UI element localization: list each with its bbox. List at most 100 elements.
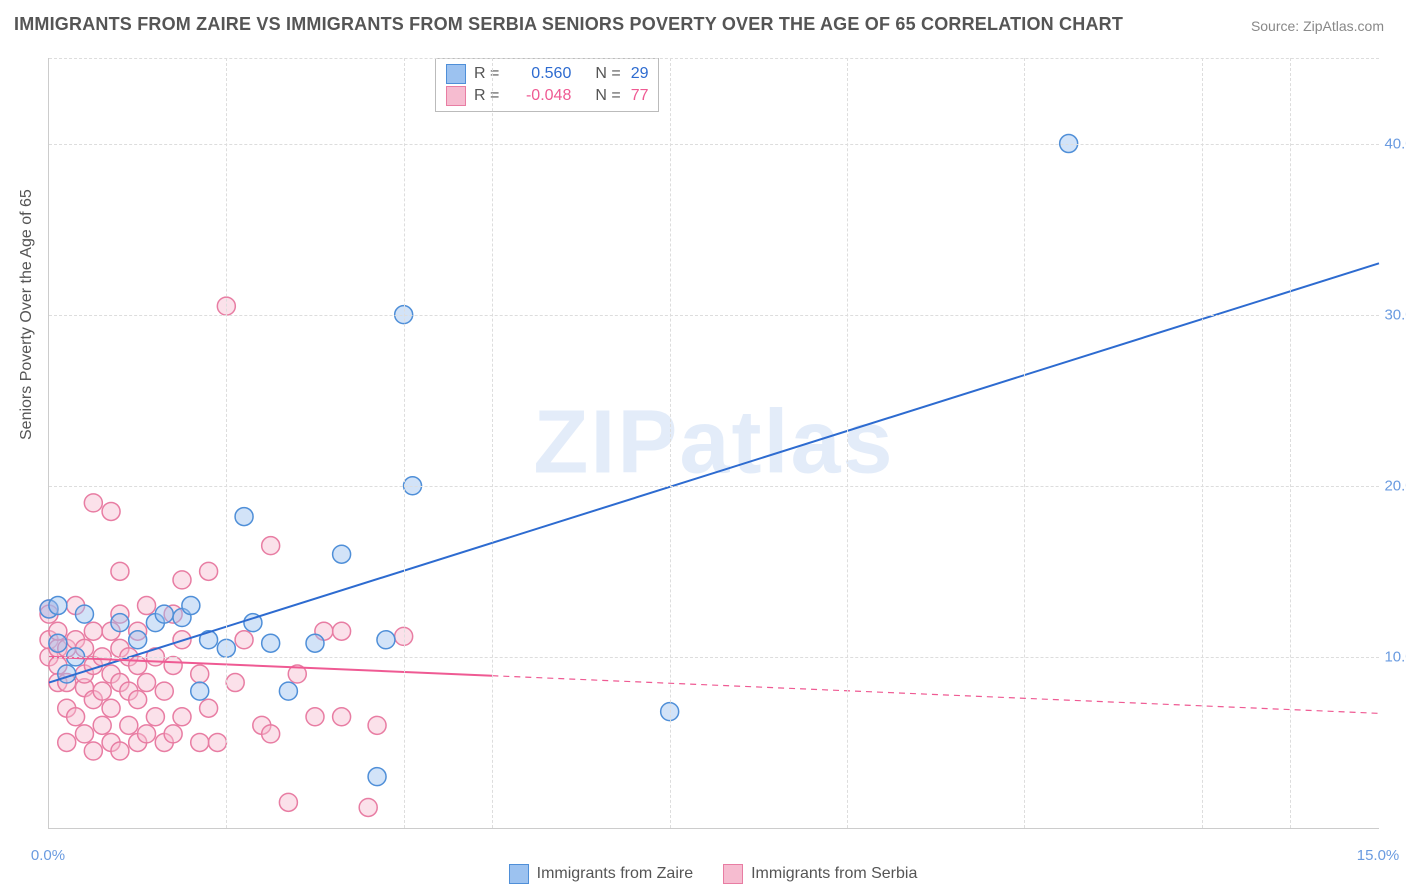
gridline-v — [1202, 58, 1203, 828]
gridline-h — [49, 657, 1379, 658]
stat-r-value: -0.048 — [509, 87, 571, 105]
y-tick-label: 40.0% — [1381, 135, 1406, 152]
gridline-v — [670, 58, 671, 828]
legend-label: Immigrants from Zaire — [537, 865, 693, 883]
data-point — [306, 634, 324, 652]
data-point — [102, 699, 120, 717]
data-point — [75, 725, 93, 743]
data-point — [58, 733, 76, 751]
data-point — [191, 682, 209, 700]
data-point — [368, 716, 386, 734]
legend-item: Immigrants from Serbia — [723, 864, 917, 884]
stat-n-label: N = — [595, 87, 620, 105]
y-axis-label: Seniors Poverty Over the Age of 65 — [18, 189, 36, 440]
data-point — [84, 622, 102, 640]
data-point — [93, 716, 111, 734]
data-point — [173, 708, 191, 726]
data-point — [138, 674, 156, 692]
legend-swatch-icon — [723, 864, 743, 884]
data-point — [226, 674, 244, 692]
stat-r-label: R = — [474, 65, 499, 83]
data-point — [164, 656, 182, 674]
data-point — [200, 699, 218, 717]
y-tick-label: 20.0% — [1381, 477, 1406, 494]
data-point — [306, 708, 324, 726]
y-tick-label: 30.0% — [1381, 306, 1406, 323]
data-point — [333, 622, 351, 640]
x-tick-label: 15.0% — [1357, 847, 1400, 864]
data-point — [129, 631, 147, 649]
chart-svg — [49, 58, 1379, 828]
data-point — [333, 545, 351, 563]
data-point — [368, 768, 386, 786]
stat-n-value: 77 — [631, 87, 649, 105]
plot-area: ZIPatlas R =0.560N =29R =-0.048N =77 10.… — [48, 58, 1379, 829]
data-point — [377, 631, 395, 649]
legend-label: Immigrants from Serbia — [751, 865, 917, 883]
data-point — [208, 733, 226, 751]
data-point — [279, 682, 297, 700]
data-point — [279, 793, 297, 811]
source-label: Source: ZipAtlas.com — [1251, 18, 1384, 34]
data-point — [262, 634, 280, 652]
gridline-v — [1290, 58, 1291, 828]
data-point — [138, 725, 156, 743]
data-point — [138, 597, 156, 615]
trend-line-dashed — [492, 676, 1379, 714]
legend-swatch-icon — [446, 64, 466, 84]
stat-n-value: 29 — [631, 65, 649, 83]
legend-item: Immigrants from Zaire — [509, 864, 693, 884]
legend-bottom: Immigrants from Zaire Immigrants from Ser… — [48, 864, 1378, 884]
data-point — [129, 691, 147, 709]
data-point — [67, 708, 85, 726]
stat-r-label: R = — [474, 87, 499, 105]
data-point — [262, 537, 280, 555]
gridline-v — [847, 58, 848, 828]
data-point — [191, 733, 209, 751]
stats-legend-box: R = 0.560 N = 29 R = -0.048 N = 77 — [435, 58, 659, 112]
data-point — [111, 742, 129, 760]
data-point — [262, 725, 280, 743]
legend-swatch-icon — [509, 864, 529, 884]
gridline-v — [1024, 58, 1025, 828]
data-point — [155, 682, 173, 700]
gridline-h — [49, 315, 1379, 316]
data-point — [49, 597, 67, 615]
stats-row: R = 0.560 N = 29 — [446, 63, 648, 85]
data-point — [235, 631, 253, 649]
data-point — [84, 494, 102, 512]
data-point — [93, 682, 111, 700]
data-point — [49, 634, 67, 652]
data-point — [173, 571, 191, 589]
data-point — [235, 508, 253, 526]
gridline-v — [492, 58, 493, 828]
data-point — [359, 798, 377, 816]
data-point — [111, 562, 129, 580]
gridline-h — [49, 58, 1379, 59]
gridline-h — [49, 486, 1379, 487]
stats-row: R = -0.048 N = 77 — [446, 85, 648, 107]
data-point — [191, 665, 209, 683]
data-point — [182, 597, 200, 615]
stat-n-label: N = — [595, 65, 620, 83]
trend-line — [49, 263, 1379, 682]
data-point — [333, 708, 351, 726]
data-point — [129, 656, 147, 674]
stat-r-value: 0.560 — [509, 65, 571, 83]
data-point — [200, 562, 218, 580]
legend-swatch-icon — [446, 86, 466, 106]
gridline-h — [49, 144, 1379, 145]
data-point — [146, 708, 164, 726]
gridline-v — [404, 58, 405, 828]
data-point — [111, 614, 129, 632]
data-point — [164, 725, 182, 743]
chart-title: IMMIGRANTS FROM ZAIRE VS IMMIGRANTS FROM… — [14, 14, 1123, 35]
data-point — [120, 716, 138, 734]
gridline-v — [226, 58, 227, 828]
data-point — [84, 742, 102, 760]
x-tick-label: 0.0% — [31, 847, 65, 864]
data-point — [102, 502, 120, 520]
data-point — [75, 605, 93, 623]
data-point — [155, 605, 173, 623]
y-tick-label: 10.0% — [1381, 648, 1406, 665]
